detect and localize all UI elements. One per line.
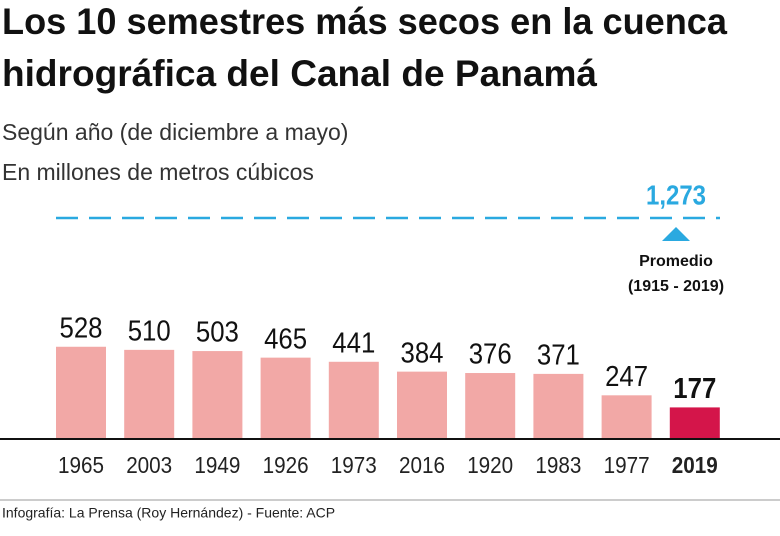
x-tick-label: 1926 [263,452,309,478]
average-period: (1915 - 2019) [628,278,724,295]
x-tick-label: 1920 [467,452,513,478]
value-label: 503 [196,317,239,349]
x-tick-label: 1983 [535,452,581,478]
bar [669,407,720,438]
bar [124,349,175,438]
bar [465,373,516,438]
x-tick-label: 2019 [672,452,718,478]
x-tick-label: 1977 [604,452,650,478]
value-label: 376 [469,339,512,371]
subtitle: En millones de metros cúbicos [2,159,314,185]
value-label: 247 [605,361,648,393]
bar [56,346,106,438]
source: Infografía: La Prensa (Roy Hernández) - … [2,505,335,521]
value-label: 465 [264,323,307,355]
chart-title: Los 10 semestres más secos en la cuenca [2,1,727,42]
bar [328,361,379,438]
average-pointer [662,227,690,241]
value-label: 384 [401,337,444,369]
average-label: 1,273 [646,179,706,210]
x-tick-label: 1973 [331,452,377,478]
x-tick-label: 2016 [399,452,445,478]
bar [601,395,652,438]
value-label: 510 [128,316,171,348]
bar [533,373,584,438]
value-label: 528 [60,312,103,344]
x-tick-label: 2003 [126,452,172,478]
bar [397,371,447,438]
average-name: Promedio [639,253,713,270]
value-label: 371 [537,340,580,372]
value-label: 177 [673,373,716,405]
chart-title: hidrográfica del Canal de Panamá [2,53,597,94]
x-tick-label: 1965 [58,452,104,478]
subtitle: Según año (de diciembre a mayo) [2,119,348,145]
x-tick-label: 1949 [194,452,240,478]
bar [260,357,311,438]
value-label: 441 [332,327,375,359]
bar [192,351,243,438]
